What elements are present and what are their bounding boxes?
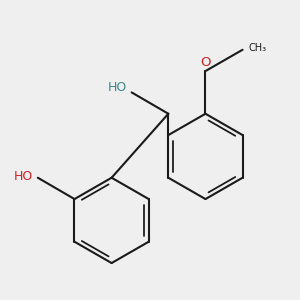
Text: HO: HO xyxy=(107,81,127,94)
Text: HO: HO xyxy=(14,170,33,183)
Text: O: O xyxy=(200,56,211,69)
Text: CH₃: CH₃ xyxy=(248,43,266,52)
